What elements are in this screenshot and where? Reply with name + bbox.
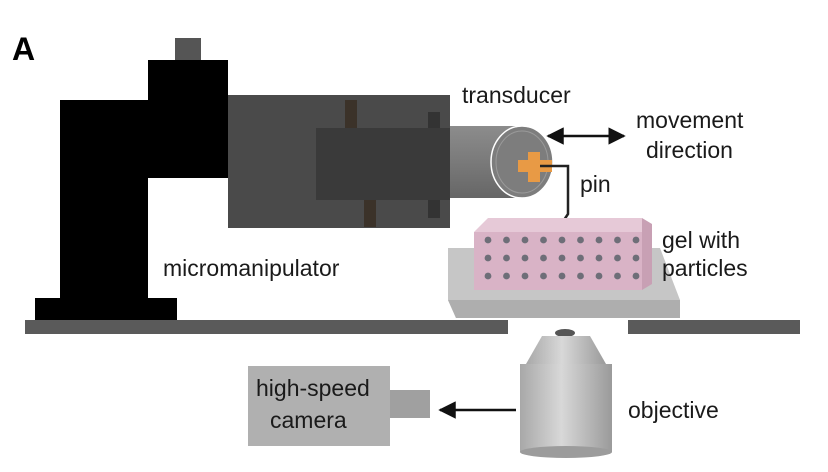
gel-particle: [595, 254, 603, 262]
gel-particle: [614, 254, 621, 262]
manipulator-arm: [228, 95, 450, 228]
gel-particle: [614, 236, 621, 244]
label-gel-with: gel with: [662, 227, 740, 253]
gel-particle: [484, 272, 492, 280]
gel-particle: [558, 236, 566, 244]
gel-particle: [595, 272, 603, 280]
gel-particle: [614, 272, 621, 280]
gel-particle: [521, 272, 529, 280]
gel-block: [474, 218, 652, 290]
gel-particle: [521, 254, 529, 262]
optical-table: [25, 320, 800, 334]
label-objective: objective: [628, 397, 719, 423]
gel-particle: [558, 272, 566, 280]
gel-particle: [521, 236, 529, 244]
label-particles: particles: [662, 255, 748, 281]
panel-label: A: [12, 31, 35, 67]
gel-particle: [540, 236, 547, 244]
gel-particle: [540, 254, 547, 262]
high-speed-camera: [248, 366, 430, 446]
pin: [518, 152, 570, 227]
label-transducer: transducer: [462, 82, 571, 108]
gel-particle: [577, 236, 584, 244]
gel-particle: [503, 254, 510, 262]
objective: [520, 329, 612, 458]
label-camera: camera: [270, 407, 347, 433]
gel-particle: [632, 254, 640, 262]
gel-particle: [558, 254, 566, 262]
gel-particle: [632, 236, 640, 244]
gel-particle: [484, 254, 492, 262]
gel-particle: [503, 272, 510, 280]
label-pin: pin: [580, 171, 611, 197]
gel-particle: [540, 272, 547, 280]
label-high-speed: high-speed: [256, 375, 370, 401]
micromanipulator-body: [35, 38, 228, 320]
label-direction: direction: [646, 137, 733, 163]
label-movement: movement: [636, 107, 744, 133]
gel-particles: [484, 236, 640, 280]
gel-particle: [595, 236, 603, 244]
gel-particle: [577, 272, 584, 280]
gel-particle: [503, 236, 510, 244]
label-micromanipulator: micromanipulator: [163, 255, 340, 281]
gel-particle: [577, 254, 584, 262]
gel-particle: [484, 236, 492, 244]
gel-particle: [632, 272, 640, 280]
